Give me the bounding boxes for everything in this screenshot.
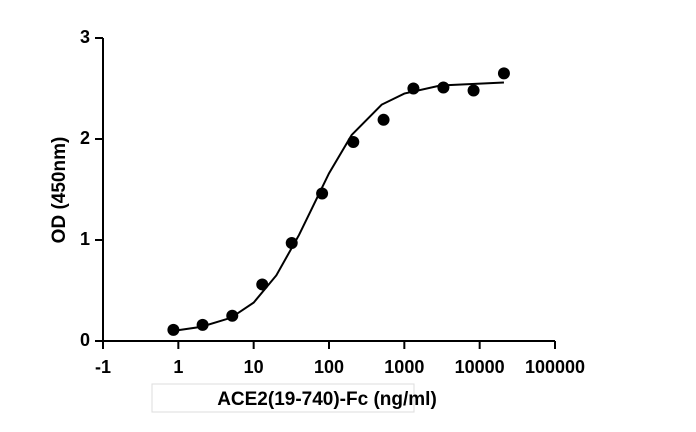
x-tick-label: 1 [173,357,183,377]
data-point [226,309,239,322]
x-axis-label: ACE2(19-740)-Fc (ng/ml) [217,389,437,410]
data-point [196,318,209,331]
data-point [407,82,420,95]
x-tick-label: 100000 [525,357,585,377]
data-point [167,323,180,336]
y-tick-label: 3 [80,27,90,47]
y-axis-label: OD (450nm) [49,137,70,244]
x-tick-label: -1 [95,357,111,377]
x-tick-label: 1000 [384,357,424,377]
x-tick-label: 10000 [455,357,505,377]
y-tick-label: 0 [80,330,90,350]
data-point [347,136,360,149]
y-tick-label: 2 [80,128,90,148]
fit-curve [173,81,504,332]
data-point [467,84,480,97]
x-tick-label: 100 [314,357,344,377]
label-box [151,383,415,413]
data-point [285,237,298,250]
data-point [377,113,390,126]
x-tick-label: 10 [244,357,264,377]
data-point [256,278,269,291]
data-point [316,187,329,200]
data-point [437,81,450,94]
data-point [497,67,510,80]
y-tick-label: 1 [80,229,90,249]
